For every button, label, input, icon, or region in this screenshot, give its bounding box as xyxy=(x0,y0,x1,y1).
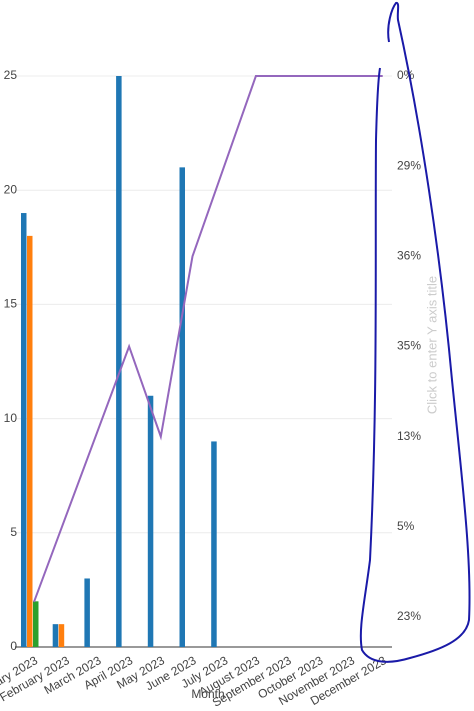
bar xyxy=(147,395,154,647)
y2-tick-label: 35% xyxy=(397,339,421,353)
bar xyxy=(179,167,185,648)
bar xyxy=(52,624,59,647)
y2-tick-label: 0% xyxy=(397,68,415,82)
y-tick-label: 0 xyxy=(10,639,17,653)
x-axis-title: Month xyxy=(191,687,224,701)
bar xyxy=(21,213,27,648)
y2-tick-label: 36% xyxy=(397,248,421,262)
line xyxy=(33,75,383,603)
bar xyxy=(116,76,122,647)
y-tick-label: 5 xyxy=(10,525,17,539)
y-tick-label: 20 xyxy=(4,182,18,196)
bar xyxy=(33,601,39,647)
bar xyxy=(84,578,90,647)
y2-tick-label: 13% xyxy=(397,429,421,443)
y-tick-label: 10 xyxy=(4,411,18,425)
y2-tick-label: 5% xyxy=(397,519,415,533)
y2-tick-label: 23% xyxy=(397,609,421,623)
bar xyxy=(58,624,65,647)
bar xyxy=(27,235,33,647)
y2-tick-label: 29% xyxy=(397,158,421,172)
hand-drawn-annotation xyxy=(359,2,471,663)
y2-axis-title[interactable]: Click to enter Y axis title xyxy=(424,276,439,414)
y-tick-label: 25 xyxy=(4,68,18,82)
y-tick-label: 15 xyxy=(4,297,18,311)
bar xyxy=(211,441,217,647)
